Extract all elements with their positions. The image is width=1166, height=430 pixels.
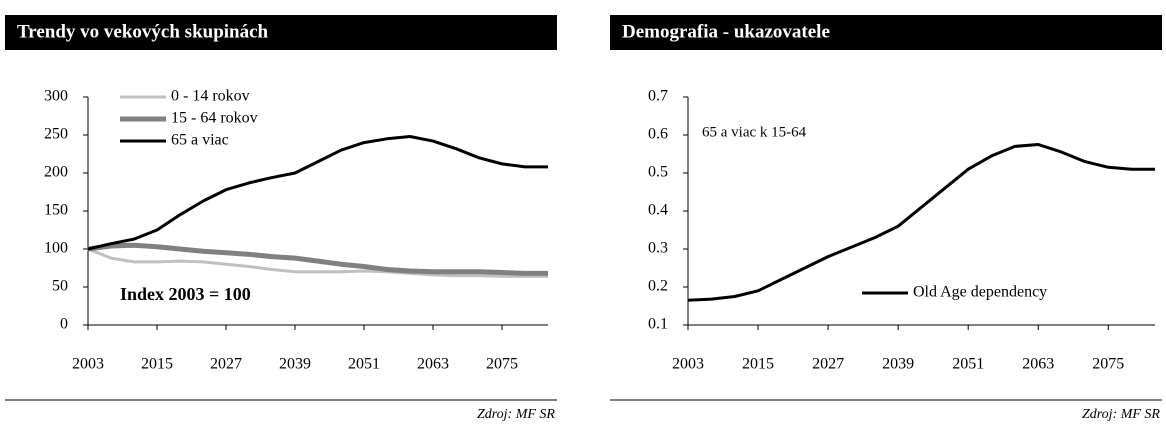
x-tick-label: 2027 [210, 356, 242, 373]
legend-label: 65 a viac [171, 132, 229, 149]
x-tick-label: 2015 [742, 356, 774, 373]
series-line [87, 135, 548, 251]
y-tick-label: 100 [44, 240, 68, 257]
x-tick-label: 2075 [1092, 356, 1124, 373]
y-tick-label: 300 [44, 88, 68, 105]
y-tick-label: 0.2 [648, 278, 668, 295]
chart-title: Trendy vo vekových skupinách [17, 21, 269, 42]
series-line [87, 247, 548, 278]
y-tick-label: 0.5 [648, 164, 668, 181]
y-tick-label: 0.3 [648, 240, 668, 257]
x-tick-label: 2027 [812, 356, 844, 373]
y-tick-label: 0.1 [648, 316, 668, 333]
legend-label: 0 - 14 rokov [171, 88, 250, 105]
source: Zdroj: MF SR [1082, 407, 1160, 422]
x-tick-label: 2039 [279, 356, 311, 373]
x-tick-label: 2063 [1022, 356, 1054, 373]
x-tick-label: 2051 [952, 356, 984, 373]
annotation: 65 a viac k 15-64 [702, 124, 807, 140]
x-tick-label: 2003 [72, 356, 104, 373]
series-line [87, 242, 548, 276]
x-tick-label: 2075 [486, 356, 518, 373]
x-tick-label: 2003 [672, 356, 704, 373]
y-tick-label: 0.4 [648, 202, 668, 219]
y-tick-label: 250 [44, 126, 68, 143]
title-bar [610, 15, 1162, 50]
x-tick-label: 2051 [348, 356, 380, 373]
legend-label: Old Age dependency [913, 284, 1047, 301]
y-tick-label: 150 [44, 202, 68, 219]
y-tick-label: 0 [60, 316, 68, 333]
y-tick-label: 200 [44, 164, 68, 181]
y-tick-label: 0.7 [648, 88, 668, 105]
x-tick-label: 2039 [882, 356, 914, 373]
x-tick-label: 2063 [417, 356, 449, 373]
x-tick-label: 2015 [141, 356, 173, 373]
y-tick-label: 50 [52, 278, 68, 295]
source: Zdroj: MF SR [477, 407, 555, 422]
title-bar [5, 15, 557, 50]
legend-label: 15 - 64 rokov [171, 110, 258, 127]
series-line [687, 143, 1155, 302]
y-tick-label: 0.6 [648, 126, 668, 143]
chart-title: Demografia - ukazovatele [622, 21, 830, 42]
annotation: Index 2003 = 100 [120, 284, 251, 304]
